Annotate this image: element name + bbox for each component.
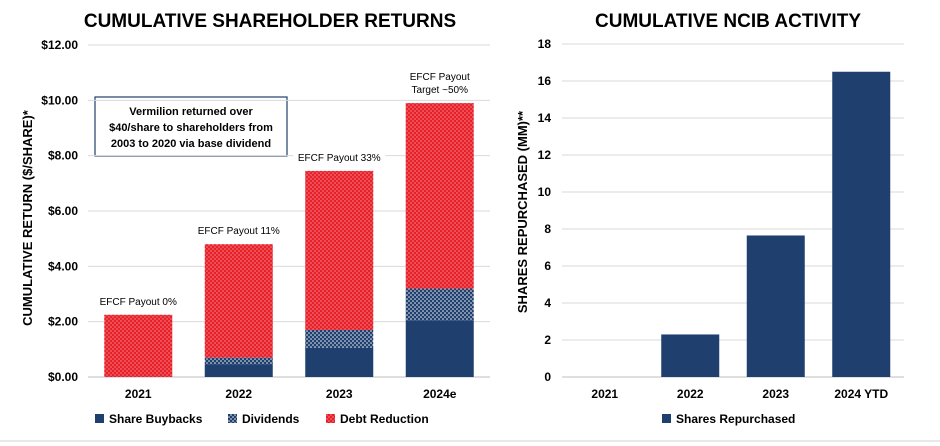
bar-shares-repurchased [746,235,805,377]
bar-dividends [204,357,273,365]
chart2-y-tick-label: 14 [538,111,552,125]
chart2-title: CUMULATIVE NCIB ACTIVITY [595,11,861,32]
chart1-x-tick-label: 2021 [125,387,152,401]
chart1-y-tick-label: $8.00 [48,149,78,163]
annotation-box [192,222,285,241]
bar-share-buybacks [305,347,374,377]
note-line-1: Vermilion returned over [129,106,253,118]
annotation-label: EFCF Payout [410,72,470,83]
legend-label: Shares Repurchased [676,412,795,426]
chart1-note-box: Vermilion returned over $40/share to sha… [94,96,288,157]
chart2-y-tick-label: 10 [538,185,552,199]
chart2-x-tick-label: 2021 [591,387,618,401]
bar-debt-reduction [104,314,173,377]
bar-debt-reduction [204,244,273,358]
chart1-y-tick-label: $2.00 [48,315,78,329]
annotation-label: EFCF Payout 11% [198,226,280,237]
annotation-label: EFCF Payout 33% [298,153,381,164]
chart2-y-tick-label: 12 [538,148,552,162]
note-line-3: 2003 to 2020 via base dividend [111,138,271,150]
chart1-y-tick-label: $10.00 [41,93,78,107]
chart2-y-tick-label: 4 [544,296,551,310]
chart1-title: CUMULATIVE SHAREHOLDER RETURNS [84,11,456,32]
bar-share-buybacks [204,364,273,377]
chart2-y-tick-label: 2 [544,333,551,347]
bar-shares-repurchased [832,71,891,377]
chart2-x-tick-label: 2023 [762,387,789,401]
bar-share-buybacks [405,320,474,377]
legend-swatch-share-buybacks [95,414,104,423]
legend-label: Dividends [242,412,300,426]
chart1-y-tick-label: $4.00 [48,259,78,273]
chart1-y-tick-label: $12.00 [41,38,78,52]
chart2-y-tick-label: 6 [544,259,551,273]
legend-swatch-debt-reduction [326,414,335,423]
annotation-box [293,148,386,167]
bar-dividends [305,329,374,348]
chart2-y-axis-title: SHARES REPURCHASED (MM)** [515,110,530,313]
chart2-y-tick-label: 16 [538,74,552,88]
annotation-label: EFCF Payout 0% [100,297,177,308]
legend-swatch-dividends [228,414,237,423]
chart1-x-tick-label: 2024e [423,387,457,401]
chart1-x-tick-label: 2022 [225,387,252,401]
annotation-label: Target ~50% [412,85,469,96]
chart2-y-tick-label: 8 [544,222,551,236]
bar-shares-repurchased [661,334,720,377]
chart2-y-tick-label: 0 [544,370,551,384]
chart2-y-tick-label: 18 [538,37,552,51]
legend-swatch-shares-repurchased [662,414,671,423]
chart1-y-tick-label: $6.00 [48,204,78,218]
bar-debt-reduction [305,170,374,330]
annotation-box [92,292,185,311]
bar-debt-reduction [405,103,474,289]
legend-label: Share Buybacks [109,412,203,426]
chart1-x-tick-label: 2023 [326,387,353,401]
legend-label: Debt Reduction [340,412,429,426]
note-line-2: $40/share to shareholders from [109,122,273,134]
chart1-y-tick-label: $0.00 [48,370,78,384]
chart2-x-tick-label: 2022 [677,387,704,401]
chart2-x-tick-label: 2024 YTD [834,387,888,401]
chart1-y-axis-title: CUMULATIVE RETURN ($/SHARE)* [20,109,35,326]
bar-dividends [405,288,474,321]
annotation-box [393,68,486,100]
